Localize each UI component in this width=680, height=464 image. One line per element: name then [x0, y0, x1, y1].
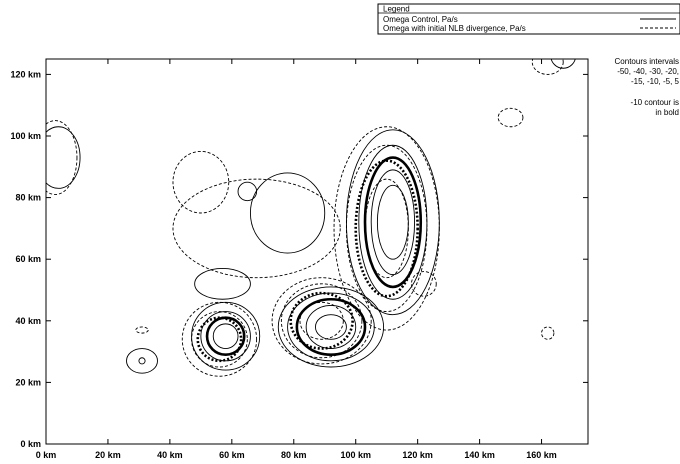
contour-control: [295, 297, 367, 356]
contour-nlb: [46, 120, 78, 195]
contour-control: [205, 316, 246, 356]
contour-nlb: [364, 178, 409, 279]
legend-entry-control-label: Omega Control, Pa/s: [383, 15, 458, 24]
x-tick-label: 140 km: [464, 450, 495, 460]
y-tick-label: 120 km: [10, 69, 41, 79]
contour-control: [550, 59, 576, 69]
x-tick-label: 160 km: [526, 450, 557, 460]
note-bold-line-1: -10 contour is: [631, 98, 679, 107]
y-tick-label: 60 km: [15, 254, 41, 264]
x-tick-label: 80 km: [281, 450, 307, 460]
x-tick-label: 100 km: [340, 450, 371, 460]
legend-entry-nlb-label: Omega with initial NLB divergence, Pa/s: [383, 24, 526, 33]
contour-nlb: [191, 311, 248, 368]
contour-notes: Contours intervals -50, -40, -30, -20, -…: [615, 57, 680, 117]
contour-control: [376, 184, 409, 260]
contour-control: [200, 311, 251, 362]
y-tick-label: 100 km: [10, 131, 41, 141]
x-tick-label: 60 km: [219, 450, 245, 460]
legend-box: [377, 3, 680, 35]
legend-title: Legend: [383, 5, 410, 14]
contour-nlb: [333, 126, 440, 331]
contour-nlb: [531, 59, 564, 75]
contour-control: [126, 348, 158, 374]
contour-nlb: [345, 144, 428, 313]
contour-lines: [46, 59, 576, 377]
contour-control: [370, 169, 416, 276]
contour-control: [46, 126, 81, 189]
contour-nlb: [280, 283, 363, 359]
plot-frame: [45, 58, 589, 445]
note-intervals-line-1: Contours intervals: [615, 57, 679, 66]
contour-control: [194, 267, 251, 300]
contour-nlb: [172, 178, 341, 279]
contour-nlb: [181, 301, 258, 377]
contour-control: [277, 286, 385, 368]
y-axis: 0 km 20 km 40 km 60 km 80 km 100 km 120 km: [10, 69, 588, 449]
contour-control: [305, 304, 357, 349]
contour-control: [237, 181, 258, 202]
x-tick-label: 20 km: [95, 450, 121, 460]
contour-nlb: [354, 159, 419, 298]
x-axis: 0 km 20 km 40 km 60 km 80 km 100 km 120 km 140 …: [36, 59, 557, 460]
contour-nlb: [172, 150, 230, 214]
contour-control: [138, 357, 146, 365]
x-tick-label: 40 km: [157, 450, 183, 460]
contour-nlb: [411, 271, 437, 297]
y-tick-label: 20 km: [15, 377, 41, 387]
y-tick-label: 40 km: [15, 316, 41, 326]
contour-nlb: [289, 291, 354, 350]
contour-control: [212, 323, 239, 349]
x-tick-label: 120 km: [402, 450, 433, 460]
contour-control: [249, 172, 326, 254]
contour-control: [315, 314, 347, 340]
contour-nlb: [497, 107, 524, 128]
contour-nlb: [196, 316, 243, 363]
note-intervals-line-3: -15, -10, -5, 5: [631, 77, 680, 86]
contour-nlb: [299, 301, 344, 340]
y-tick-label: 0 km: [20, 439, 41, 449]
contour-nlb: [271, 277, 372, 365]
contour-nlb: [135, 326, 149, 334]
y-tick-label: 80 km: [15, 193, 41, 203]
note-intervals-line-2: -50, -40, -30, -20,: [617, 67, 679, 76]
x-tick-label: 0 km: [36, 450, 57, 460]
note-bold-line-2: in bold: [655, 108, 679, 117]
legend: Legend Omega Control, Pa/s Omega with in…: [377, 3, 680, 35]
contour-nlb: [541, 326, 555, 340]
